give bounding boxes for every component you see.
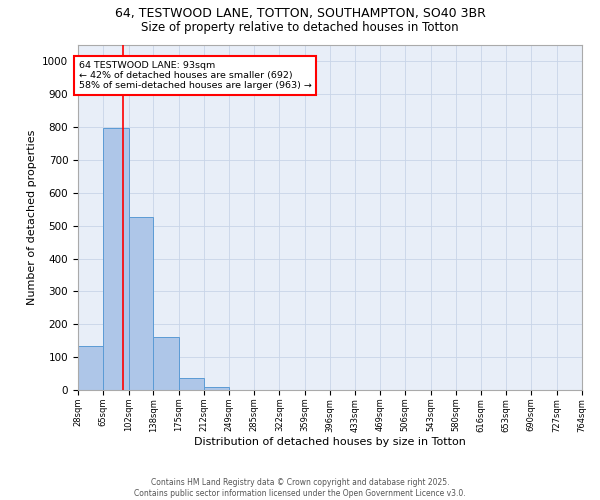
Text: Contains HM Land Registry data © Crown copyright and database right 2025.
Contai: Contains HM Land Registry data © Crown c… (134, 478, 466, 498)
X-axis label: Distribution of detached houses by size in Totton: Distribution of detached houses by size … (194, 437, 466, 447)
Bar (78, 346, 103, 390)
Bar (204, 386, 229, 390)
Text: Size of property relative to detached houses in Totton: Size of property relative to detached ho… (141, 21, 459, 34)
Bar (103, 128, 128, 390)
Bar (154, 338, 179, 390)
Text: 64, TESTWOOD LANE, TOTTON, SOUTHAMPTON, SO40 3BR: 64, TESTWOOD LANE, TOTTON, SOUTHAMPTON, … (115, 8, 485, 20)
Text: 64 TESTWOOD LANE: 93sqm
← 42% of detached houses are smaller (692)
58% of semi-d: 64 TESTWOOD LANE: 93sqm ← 42% of detache… (79, 60, 311, 90)
Bar (179, 378, 204, 390)
Bar (128, 216, 154, 390)
Y-axis label: Number of detached properties: Number of detached properties (26, 130, 37, 305)
